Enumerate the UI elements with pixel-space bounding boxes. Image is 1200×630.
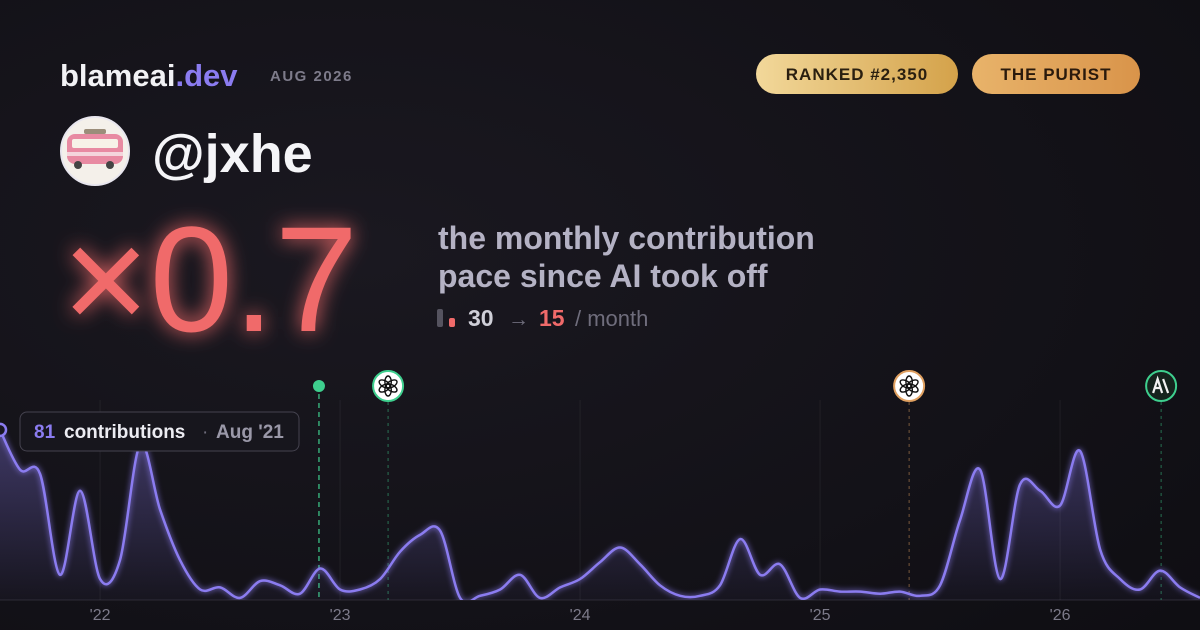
pace-after: 15 xyxy=(539,305,565,331)
badge-rank-text: RANKED #2,350 xyxy=(786,65,928,84)
event-icon xyxy=(1145,370,1178,402)
avatar xyxy=(60,116,130,186)
tooltip xyxy=(19,411,300,452)
pace-unit: / month xyxy=(575,306,648,331)
brand: blameai.dev xyxy=(60,58,238,93)
x-tick-label: '23 xyxy=(330,607,351,624)
line xyxy=(0,429,1200,600)
area xyxy=(0,429,1200,600)
ratio: ×0.7 xyxy=(62,195,358,363)
event-icon-ring xyxy=(1145,370,1178,402)
event-icon-ring xyxy=(893,370,926,402)
pace-before: 30 xyxy=(468,305,494,331)
tooltip-series: contributions xyxy=(64,422,185,443)
pace-arrow: → xyxy=(508,308,529,331)
caption-line: pace since AI took off xyxy=(438,258,768,294)
tooltip-value: 81 xyxy=(34,422,56,443)
badge-rank xyxy=(756,54,958,94)
hover-point xyxy=(0,422,8,438)
x-tick-label: '24 xyxy=(570,607,591,624)
x-tick-label: '25 xyxy=(810,607,831,624)
anthropic-glyph xyxy=(1152,375,1170,394)
badge-title-text: THE PURIST xyxy=(1000,65,1111,84)
caption-line: the monthly contribution xyxy=(438,220,815,256)
plot xyxy=(0,429,1200,600)
tooltip-separator: · xyxy=(202,422,208,443)
x-tick-label: '22 xyxy=(90,607,111,624)
event-icon-ring xyxy=(372,370,405,402)
pace-bar xyxy=(437,309,443,327)
openai-petal xyxy=(899,379,912,389)
brand-tld: .dev xyxy=(175,58,238,93)
event-dot xyxy=(312,380,325,392)
chart: '22 '23 '24 '25 '26 81 contributions · Aug '21 xyxy=(0,370,1200,624)
period: AUG 2026 xyxy=(270,68,353,85)
openai-petal xyxy=(378,379,391,389)
event-icon xyxy=(893,370,926,402)
badge-title xyxy=(972,54,1140,94)
tooltip-date: Aug '21 xyxy=(216,422,284,443)
x-tick-label: '26 xyxy=(1050,607,1071,624)
pace-bar xyxy=(449,318,455,327)
brand-name: blameai xyxy=(60,58,175,93)
handle: @jxhe xyxy=(152,124,313,184)
pace-bars xyxy=(437,309,455,327)
event-icon xyxy=(372,370,405,402)
